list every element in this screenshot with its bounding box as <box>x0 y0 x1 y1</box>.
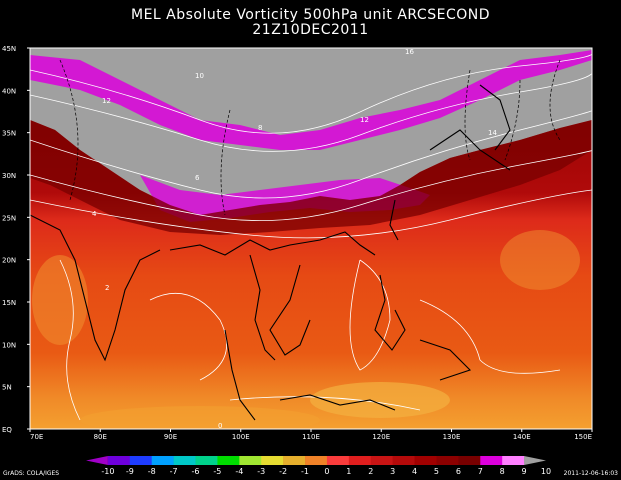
colorbar-label: 9 <box>522 467 527 476</box>
contour-label: 2 <box>105 284 109 292</box>
x-axis: 70E 80E 90E 100E 110E 120E 130E 140E 150E <box>29 429 593 441</box>
colorbar-cell <box>502 456 525 465</box>
colorbar-label: -9 <box>126 467 134 476</box>
colorbar-cell <box>283 456 306 465</box>
grads-credit: GrADS: COLA/IGES <box>3 470 60 477</box>
colorbar-cell <box>129 456 153 465</box>
magenta-band-1 <box>30 50 592 150</box>
y-axis: 45N 40N 35N 30N 25N 20N 15N 10N 5N EQ <box>2 45 30 434</box>
colorbar-label: 1 <box>346 467 351 476</box>
colorbar-label: 0 <box>324 467 329 476</box>
colorbar-cell <box>436 456 459 465</box>
colorbar-cell <box>86 456 108 465</box>
colorbar-label: 5 <box>434 467 439 476</box>
x-tick-label: 90E <box>164 433 177 441</box>
y-tick-label: 15N <box>2 299 16 307</box>
contour-label: 0 <box>218 422 222 430</box>
colorbar-label: -2 <box>279 467 287 476</box>
contour-label: 16 <box>405 48 414 56</box>
colorbar-cell <box>107 456 131 465</box>
colorbar-label: -3 <box>257 467 265 476</box>
colorbar-label: -10 <box>101 467 114 476</box>
contour-label: 4 <box>92 210 97 218</box>
colorbar-label: -7 <box>170 467 178 476</box>
colorbar-cell <box>173 456 196 465</box>
orange-blob-1 <box>32 255 88 345</box>
y-tick-label: 10N <box>2 341 16 349</box>
colorbar-cell <box>392 456 415 465</box>
contour-label: 6 <box>195 174 200 182</box>
x-tick-label: 150E <box>574 433 592 441</box>
colorbar-label: 2 <box>368 467 373 476</box>
dashed-contours <box>59 59 561 216</box>
colorbar-cell <box>370 456 393 465</box>
x-tick-label: 140E <box>513 433 531 441</box>
colorbar-label: -8 <box>148 467 156 476</box>
y-tick-label: 25N <box>2 214 16 222</box>
y-tick-label: 30N <box>2 172 16 180</box>
y-tick-label: 45N <box>2 45 16 53</box>
orange-blob-2 <box>310 382 450 418</box>
colorbar-cell <box>261 456 284 465</box>
colorbar: -10 -9 -8 -7 -6 -5 -4 -3 -2 -1 0 1 2 3 4 5 6 7 8 9 10 <box>86 456 551 476</box>
colorbar-cell <box>239 456 262 465</box>
map-title: MEL Absolute Vorticity 500hPa unit ARCSE… <box>131 7 490 23</box>
colorbar-cell <box>195 456 218 465</box>
y-tick-label: EQ <box>2 426 12 434</box>
orange-blob-3 <box>80 406 320 429</box>
colorbar-label: 7 <box>478 467 483 476</box>
colorbar-cell <box>458 456 481 465</box>
x-tick-label: 70E <box>30 433 43 441</box>
colorbar-label: 6 <box>456 467 461 476</box>
y-tick-label: 35N <box>2 130 16 138</box>
contour-label: 14 <box>488 129 497 137</box>
contour-lines <box>30 52 592 421</box>
contour-label: 10 <box>195 72 204 80</box>
colorbar-label: -4 <box>235 467 243 476</box>
colorbar-cell <box>524 456 546 465</box>
contour-label: 8 <box>258 124 262 132</box>
coastlines <box>30 84 511 421</box>
colorbar-label: 10 <box>541 467 551 476</box>
x-tick-label: 110E <box>302 433 320 441</box>
colorbar-label: -5 <box>213 467 221 476</box>
colorbar-cell <box>326 456 350 465</box>
colorbar-cell <box>348 456 372 465</box>
contour-label: 12 <box>102 97 111 105</box>
contour-label: 12 <box>360 116 369 124</box>
orange-blob-4 <box>500 230 580 290</box>
colorbar-cell <box>480 456 503 465</box>
colorbar-label: -6 <box>192 467 200 476</box>
y-tick-label: 5N <box>2 384 12 392</box>
x-tick-label: 80E <box>94 433 107 441</box>
dark-red-band <box>30 120 592 235</box>
colorbar-cell <box>151 456 174 465</box>
colorbar-label: -1 <box>301 467 309 476</box>
colorbar-label: 4 <box>412 467 417 476</box>
contour-label-group: 16 10 12 12 8 6 4 2 0 14 <box>92 48 497 430</box>
x-tick-label: 120E <box>372 433 390 441</box>
render-timestamp: 2011-12-06-16:03 <box>563 470 618 477</box>
x-tick-label: 100E <box>232 433 250 441</box>
colorbar-cell <box>305 456 328 465</box>
colorbar-label: 8 <box>500 467 505 476</box>
y-tick-label: 20N <box>2 257 16 265</box>
x-tick-label: 130E <box>443 433 461 441</box>
map-subtitle: 21Z10DEC2011 <box>252 22 369 38</box>
y-tick-label: 40N <box>2 87 16 95</box>
colorbar-cell <box>414 456 437 465</box>
colorbar-label: 3 <box>390 467 395 476</box>
colorbar-cell <box>217 456 240 465</box>
